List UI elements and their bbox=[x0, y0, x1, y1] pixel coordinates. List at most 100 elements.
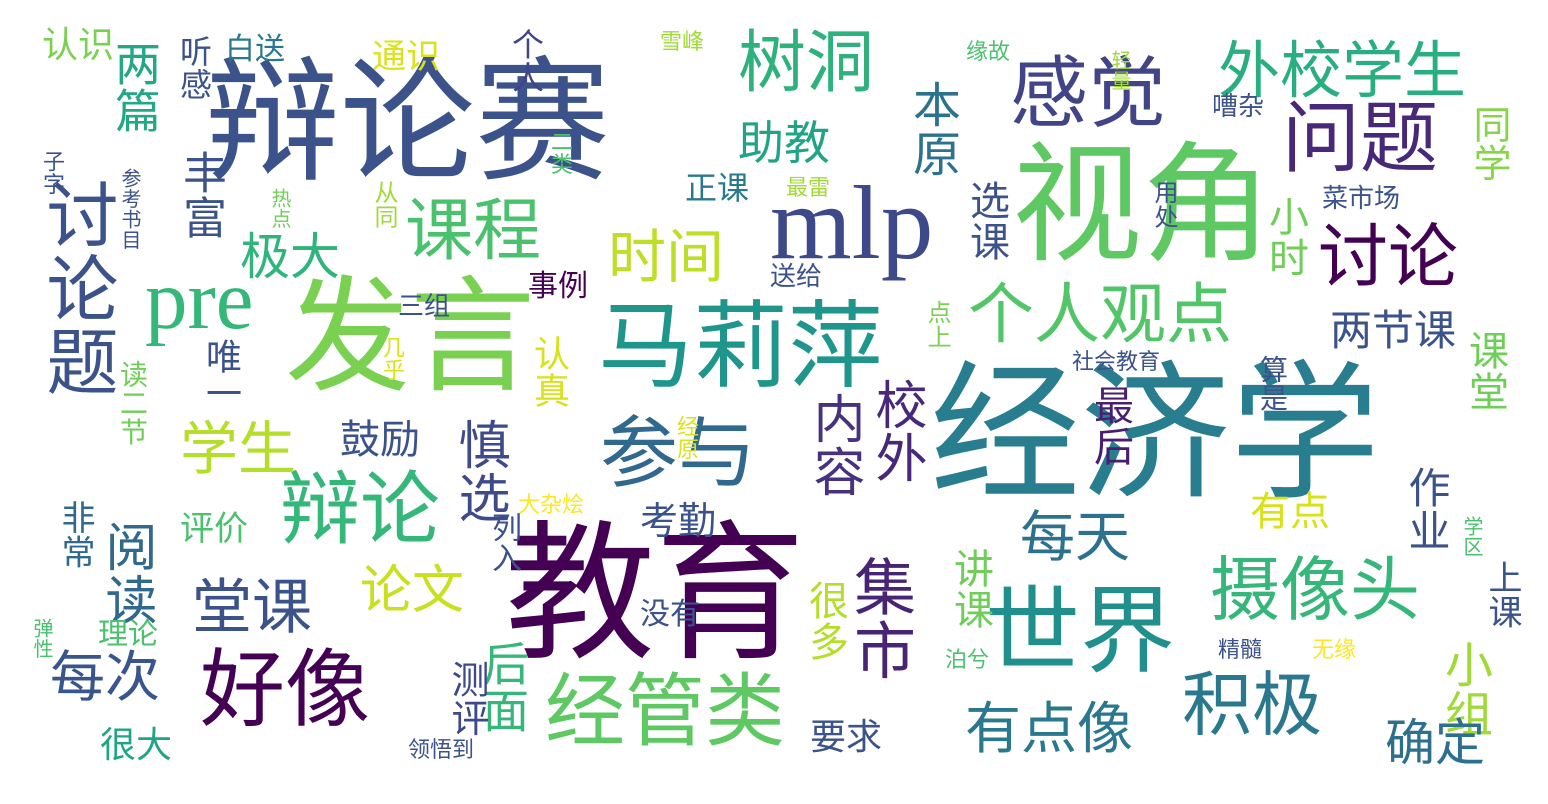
word-two-articles: 两篇 bbox=[108, 40, 162, 134]
word-requirement: 要求 bbox=[810, 717, 883, 758]
word-market: 集市 bbox=[843, 555, 916, 682]
word-assessment: 测评 bbox=[445, 660, 489, 738]
word-boxi: 泊兮 bbox=[945, 648, 990, 673]
word-two-lessons: 两节课 bbox=[1330, 306, 1457, 355]
word-debate: 辩论 bbox=[280, 463, 440, 556]
word-paper: 论文 bbox=[360, 561, 465, 621]
word-behind: 后面 bbox=[476, 640, 530, 734]
word-group: 小组 bbox=[1436, 640, 1492, 738]
word-free-gift: 白送 bbox=[225, 32, 285, 67]
word-vegetable-market: 菜市场 bbox=[1322, 184, 1401, 214]
word-pre: pre bbox=[145, 253, 254, 347]
word-content: 内容 bbox=[804, 392, 864, 499]
word-no-fate: 无缘 bbox=[1312, 638, 1357, 663]
word-economics: 经济学 bbox=[930, 348, 1381, 522]
word-homework: 作业 bbox=[1402, 466, 1451, 552]
word-almost: 几乎 bbox=[379, 336, 404, 381]
word-econ-principles: 经原 bbox=[673, 415, 698, 460]
word-time: 时间 bbox=[608, 223, 725, 291]
word-counts-as: 算是 bbox=[1256, 355, 1289, 413]
word-discuss: 讨论 bbox=[1318, 216, 1458, 298]
word-general-education: 通识 bbox=[372, 37, 440, 77]
word-read-section-two: 读二节 bbox=[116, 360, 149, 446]
word-seems-like: 好像 bbox=[200, 641, 371, 740]
word-only: 唯一 bbox=[200, 338, 241, 412]
word-classroom: 课堂 bbox=[1462, 330, 1508, 412]
word-somewhat-like: 有点像 bbox=[965, 697, 1133, 762]
word-speak: 发言 bbox=[285, 265, 535, 410]
word-camera: 摄像头 bbox=[1210, 549, 1420, 631]
word-mlp: mlp bbox=[770, 164, 934, 281]
word-econ-management: 经管类 bbox=[545, 665, 785, 758]
word-active: 积极 bbox=[1182, 664, 1322, 746]
word-a-bit: 有点 bbox=[1250, 489, 1330, 535]
word-encourage: 鼓励 bbox=[340, 417, 420, 463]
word-reason: 缘故 bbox=[966, 40, 1011, 65]
word-point: 点上 bbox=[923, 300, 951, 349]
word-feeling: 感觉 bbox=[1010, 49, 1167, 139]
word-finally: 最后 bbox=[1087, 385, 1133, 467]
word-theory: 理论 bbox=[98, 617, 158, 652]
word-understanding: 认识 bbox=[42, 25, 115, 66]
word-example: 事例 bbox=[528, 269, 588, 304]
word-reading: 阅读 bbox=[96, 520, 156, 627]
word-very: 非常 bbox=[55, 500, 95, 570]
word-include: 列入 bbox=[486, 512, 521, 574]
word-school-district: 学区 bbox=[1460, 516, 1484, 557]
word-world: 世界 bbox=[985, 577, 1176, 687]
word-essence: 精髓 bbox=[1218, 638, 1263, 663]
word-confirm: 确定 bbox=[1385, 714, 1485, 772]
word-second-category: 二类 bbox=[547, 130, 572, 175]
word-off-campus: 校外 bbox=[866, 378, 926, 485]
word-social-education: 社会教育 bbox=[1072, 350, 1161, 375]
word-very-big: 很大 bbox=[100, 725, 173, 766]
word-original: 本原 bbox=[904, 80, 960, 178]
word-attendance: 考勤 bbox=[640, 499, 717, 543]
word-xuefeng: 雪峰 bbox=[660, 30, 705, 55]
word-personal-view: 个人观点 bbox=[968, 276, 1232, 353]
word-many: 很多 bbox=[802, 580, 848, 662]
word-classmates: 同学 bbox=[1467, 105, 1511, 183]
word-students: 学生 bbox=[180, 415, 297, 483]
word-question: 问题 bbox=[1282, 94, 1439, 184]
word-listening-feel: 听感 bbox=[175, 35, 213, 101]
word-congtong: 从同 bbox=[370, 180, 398, 229]
word-hot-topic: 热点 bbox=[268, 188, 292, 229]
word-elasticity: 弹性 bbox=[30, 618, 54, 659]
word-enormous: 极大 bbox=[240, 228, 340, 286]
word-class-session: 堂课 bbox=[192, 573, 312, 643]
word-regular-class: 正课 bbox=[685, 169, 750, 207]
word-participate: 参与 bbox=[600, 409, 757, 499]
word-other-school-students: 外校学生 bbox=[1218, 34, 1467, 107]
word-lecture: 讲课 bbox=[947, 548, 993, 630]
word-reference-list: 参考书目 bbox=[118, 168, 142, 250]
word-course: 课程 bbox=[405, 192, 542, 271]
word-attend-class: 上课 bbox=[1482, 560, 1522, 630]
word-comprehend: 领悟到 bbox=[408, 738, 475, 763]
word-most-boring: 最雷 bbox=[786, 176, 831, 201]
word-none: 没有 bbox=[640, 597, 700, 632]
word-serious: 认真 bbox=[528, 335, 569, 409]
word-every-day: 每天 bbox=[1020, 505, 1131, 569]
word-education: 教育 bbox=[505, 508, 806, 682]
word-evaluate: 评价 bbox=[180, 509, 248, 549]
word-course-selection: 选课 bbox=[963, 180, 1009, 262]
word-give-to: 送给 bbox=[770, 262, 823, 292]
word-malipign: 马莉萍 bbox=[598, 292, 884, 402]
word-individual: 个人 bbox=[507, 28, 545, 94]
word-usefulness: 用处 bbox=[1150, 180, 1178, 229]
word-tree-hole: 树洞 bbox=[738, 24, 875, 103]
word-zizi: 子字 bbox=[39, 150, 64, 195]
word-light: 轻量 bbox=[1108, 50, 1132, 91]
word-ta: 助教 bbox=[738, 116, 830, 170]
word-perspective: 视角 bbox=[1012, 129, 1273, 281]
word-rich: 丰富 bbox=[175, 150, 226, 240]
word-hodgepodge: 大杂烩 bbox=[518, 493, 585, 518]
word-discussion-topic: 讨论题 bbox=[34, 178, 118, 399]
word-hours: 小时 bbox=[1262, 196, 1308, 278]
word-debate-competition: 辩论赛 bbox=[205, 44, 610, 201]
word-three-groups: 三组 bbox=[398, 292, 451, 322]
word-careful-select: 慎选 bbox=[449, 418, 509, 525]
word-each-time: 每次 bbox=[50, 645, 161, 709]
